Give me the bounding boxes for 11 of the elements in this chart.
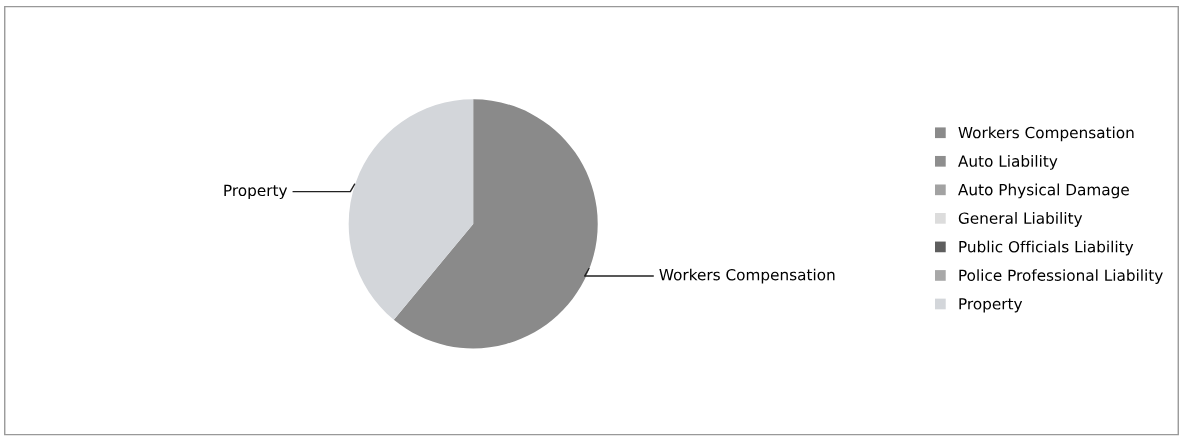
legend-label: Public Officials Liability [959,240,1134,256]
legend-label: Police Professional Liability [959,269,1163,284]
slice-label: Property [224,184,288,200]
legend-label: Property [959,298,1023,313]
slice-label: Workers Compensation [659,268,835,284]
pie-slice [348,99,474,320]
legend-label: General Liability [958,212,1083,227]
pie-slice [393,99,598,349]
legend-label: Auto Liability [958,155,1058,170]
legend-label: Workers Compensation [958,126,1134,142]
legend-label: Auto Physical Damage [958,183,1129,199]
